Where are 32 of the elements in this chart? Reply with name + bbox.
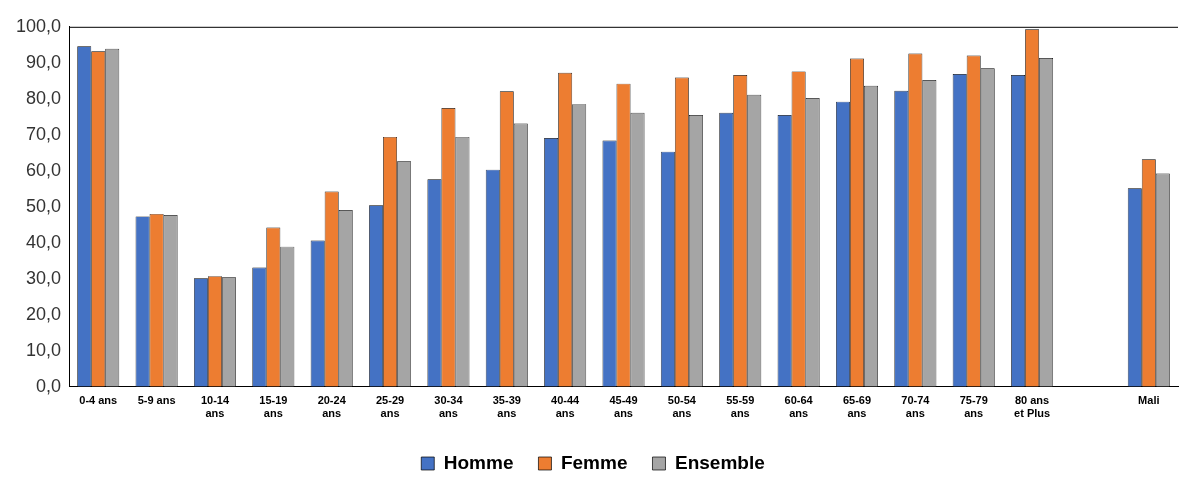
x-tick-label: Mali bbox=[1138, 394, 1160, 407]
y-tick-label: 60,0 bbox=[26, 159, 62, 180]
x-tick-label: 60-64 ans bbox=[784, 394, 814, 420]
y-tick-label: 90,0 bbox=[26, 51, 62, 72]
y-tick-label: 0,0 bbox=[36, 375, 62, 396]
x-tick-label: 10-14 ans bbox=[200, 394, 230, 420]
y-tick-label: 70,0 bbox=[26, 123, 62, 144]
legend-label: Homme bbox=[443, 451, 514, 473]
x-tick-label: 30-34 ans bbox=[434, 394, 464, 420]
x-tick-label: 80 ans et Plus bbox=[1014, 394, 1051, 420]
x-tick-label: 50-54 ans bbox=[667, 394, 697, 420]
x-tick-label: 65-69 ans bbox=[842, 394, 872, 420]
x-tick-label: 25-29 ans bbox=[375, 394, 405, 420]
y-tick-label: 50,0 bbox=[26, 195, 62, 216]
x-tick-label: 70-74 ans bbox=[901, 394, 931, 420]
y-tick-label: 40,0 bbox=[26, 231, 62, 252]
y-tick-label: 10,0 bbox=[26, 339, 62, 360]
x-tick-label: 0-4 ans bbox=[79, 394, 118, 407]
x-tick-label: 35-39 ans bbox=[492, 394, 521, 420]
y-tick-label: 100,0 bbox=[16, 15, 62, 36]
x-tick-label: 20-24 ans bbox=[317, 394, 347, 420]
x-tick-label: 75-79 ans bbox=[959, 394, 988, 420]
y-tick-label: 30,0 bbox=[26, 267, 62, 288]
legend-label: Ensemble bbox=[674, 451, 765, 473]
y-tick-label: 80,0 bbox=[26, 87, 62, 108]
x-tick-label: 45-49 ans bbox=[609, 394, 638, 420]
x-tick-label: 55-59 ans bbox=[726, 394, 755, 420]
x-tick-label: 40-44 ans bbox=[551, 394, 581, 420]
legend-label: Femme bbox=[560, 451, 628, 473]
x-tick-label: 5-9 ans bbox=[137, 394, 176, 407]
x-tick-label: 15-19 ans bbox=[259, 394, 288, 420]
y-tick-label: 20,0 bbox=[26, 303, 62, 324]
